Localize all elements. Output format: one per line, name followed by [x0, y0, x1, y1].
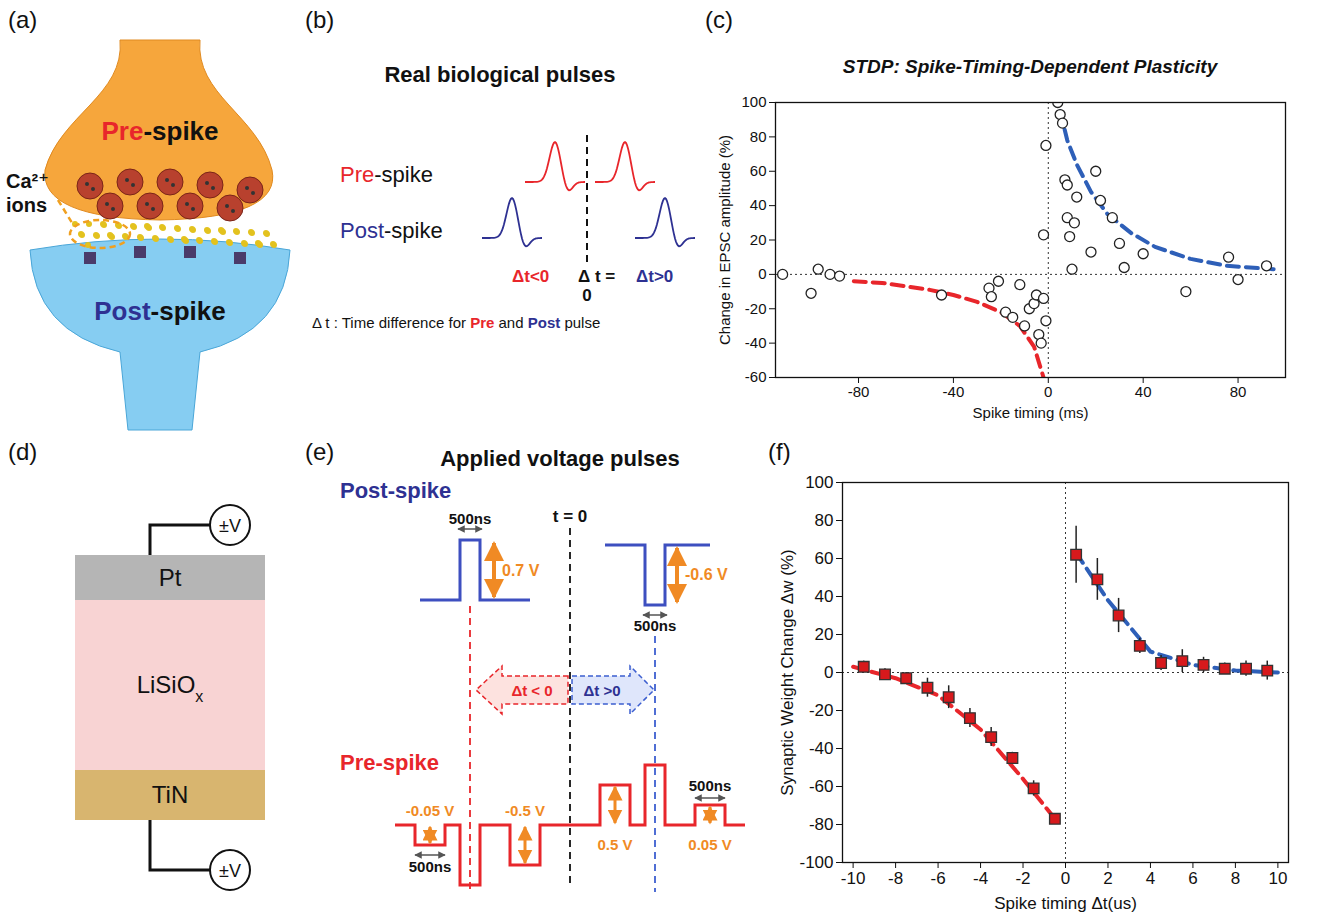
svg-text:Δt < 0: Δt < 0 [511, 682, 552, 699]
svg-text:8: 8 [1231, 869, 1240, 888]
svg-text:-20: -20 [809, 701, 834, 720]
svg-text:40: 40 [815, 587, 834, 606]
svg-text:500ns: 500ns [689, 777, 732, 794]
svg-text:20: 20 [750, 231, 767, 248]
svg-text:Pre-spike: Pre-spike [101, 116, 218, 146]
svg-text:(c): (c) [705, 6, 733, 33]
svg-text:Δ t : Time difference for Pre: Δ t : Time difference for Pre and Post p… [312, 314, 600, 331]
svg-text:500ns: 500ns [634, 617, 677, 634]
svg-text:t = 0: t = 0 [553, 507, 588, 526]
svg-text:(b): (b) [305, 6, 334, 33]
svg-text:100: 100 [741, 93, 766, 110]
svg-text:Synaptic Weight Change Δw (%): Synaptic Weight Change Δw (%) [778, 549, 797, 795]
svg-text:LiSiOx: LiSiOx [137, 671, 204, 705]
svg-text:0: 0 [824, 663, 833, 682]
svg-text:-40: -40 [943, 383, 965, 400]
svg-text:±V: ±V [219, 516, 241, 536]
svg-text:10: 10 [1268, 869, 1287, 888]
svg-text:-100: -100 [799, 853, 833, 872]
svg-text:80: 80 [750, 128, 767, 145]
svg-text:Change in EPSC amplitude (%): Change in EPSC amplitude (%) [716, 135, 733, 345]
svg-text:-80: -80 [848, 383, 870, 400]
svg-text:0: 0 [1044, 383, 1052, 400]
svg-text:Spike timing Δt(us): Spike timing Δt(us) [994, 894, 1137, 913]
svg-text:500ns: 500ns [409, 858, 452, 875]
svg-text:(a): (a) [8, 6, 37, 33]
svg-text:-60: -60 [809, 777, 834, 796]
svg-text:Post-spike: Post-spike [94, 296, 226, 326]
svg-text:-6: -6 [931, 869, 946, 888]
svg-text:500ns: 500ns [449, 510, 492, 527]
svg-text:TiN: TiN [152, 781, 188, 808]
svg-text:Applied voltage pulses: Applied voltage pulses [440, 446, 680, 471]
svg-text:-60: -60 [745, 368, 767, 385]
svg-text:0: 0 [1061, 869, 1070, 888]
svg-text:80: 80 [815, 511, 834, 530]
svg-text:ions: ions [6, 194, 47, 216]
svg-text:-0.5 V: -0.5 V [505, 802, 545, 819]
svg-text:Δt>0: Δt>0 [636, 267, 673, 286]
svg-text:(f): (f) [768, 438, 791, 465]
svg-text:-8: -8 [888, 869, 903, 888]
svg-text:4: 4 [1146, 869, 1155, 888]
svg-text:Pt: Pt [159, 564, 182, 591]
svg-text:0.05 V: 0.05 V [688, 836, 731, 853]
svg-text:Post-spike: Post-spike [340, 478, 451, 503]
svg-text:Spike timing (ms): Spike timing (ms) [973, 404, 1089, 421]
svg-text:Ca²⁺: Ca²⁺ [6, 170, 49, 192]
svg-text:Pre-spike: Pre-spike [340, 162, 433, 187]
svg-text:80: 80 [1230, 383, 1247, 400]
html-text:STDP: Spike-Timing-Dependent P: STDP: Spike-Timing-Dependent Plasticity [842, 56, 1218, 77]
svg-text:±V: ±V [219, 861, 241, 881]
svg-text:0: 0 [582, 286, 591, 305]
svg-text:-80: -80 [809, 815, 834, 834]
svg-text:-2: -2 [1015, 869, 1030, 888]
svg-text:0: 0 [758, 265, 766, 282]
svg-text:(e): (e) [305, 438, 334, 465]
svg-text:60: 60 [815, 549, 834, 568]
svg-text:100: 100 [805, 473, 833, 492]
svg-text:-0.05 V: -0.05 V [406, 802, 454, 819]
svg-text:0.5 V: 0.5 V [597, 836, 632, 853]
svg-text:Δt<0: Δt<0 [512, 267, 549, 286]
svg-text:-0.6 V: -0.6 V [685, 566, 728, 583]
svg-text:Real biological pulses: Real biological pulses [384, 62, 615, 87]
svg-text:-10: -10 [841, 869, 866, 888]
svg-text:-20: -20 [745, 300, 767, 317]
svg-text:-40: -40 [745, 334, 767, 351]
svg-text:40: 40 [750, 196, 767, 213]
svg-text:Δ t =: Δ t = [578, 267, 615, 286]
svg-text:Δt >0: Δt >0 [583, 682, 620, 699]
svg-text:0.7 V: 0.7 V [502, 562, 540, 579]
svg-text:60: 60 [750, 162, 767, 179]
svg-text:-40: -40 [809, 739, 834, 758]
svg-text:20: 20 [815, 625, 834, 644]
svg-text:(d): (d) [8, 438, 37, 465]
svg-text:2: 2 [1103, 869, 1112, 888]
svg-text:40: 40 [1135, 383, 1152, 400]
svg-text:-4: -4 [973, 869, 988, 888]
svg-text:Post-spike: Post-spike [340, 218, 443, 243]
svg-text:Pre-spike: Pre-spike [340, 750, 439, 775]
svg-text:6: 6 [1188, 869, 1197, 888]
